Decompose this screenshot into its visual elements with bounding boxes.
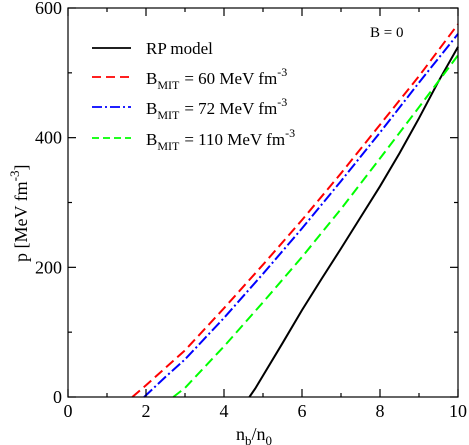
legend-label-b110: BMIT = 110 MeV fm-3	[146, 126, 295, 153]
series-line-3	[143, 33, 459, 398]
legend-label-b60: BMIT = 60 MeV fm-3	[146, 65, 287, 92]
series-line-1	[248, 46, 459, 398]
series-line-2	[131, 23, 459, 398]
x-axis-label: nb/n0	[236, 424, 272, 445]
tick-layer: 0 2 4 6 8 10 0 200 400 600	[35, 0, 467, 421]
annotation-label: B = 0	[370, 25, 403, 41]
y-tick-label: 200	[35, 257, 62, 277]
legend: RP model BMIT = 60 MeV fm-3 BMIT = 72 MeV …	[92, 39, 295, 153]
series-line-4	[172, 54, 459, 398]
y-tick-label: 0	[53, 387, 62, 407]
y-tick-label: 400	[35, 128, 62, 148]
legend-label-rp: RP model	[146, 39, 213, 58]
y-tick-label: 600	[35, 0, 62, 18]
y-axis-label: p [MeV fm-3]	[7, 164, 31, 262]
x-tick-label: 6	[298, 401, 307, 421]
x-tick-label: 2	[142, 401, 151, 421]
legend-label-b72: BMIT = 72 MeV fm-3	[146, 95, 287, 122]
x-tick-label: 8	[376, 401, 385, 421]
series-layer	[131, 23, 459, 398]
x-tick-label: 10	[449, 401, 467, 421]
x-tick-label: 4	[220, 401, 229, 421]
x-tick-label: 0	[64, 401, 73, 421]
